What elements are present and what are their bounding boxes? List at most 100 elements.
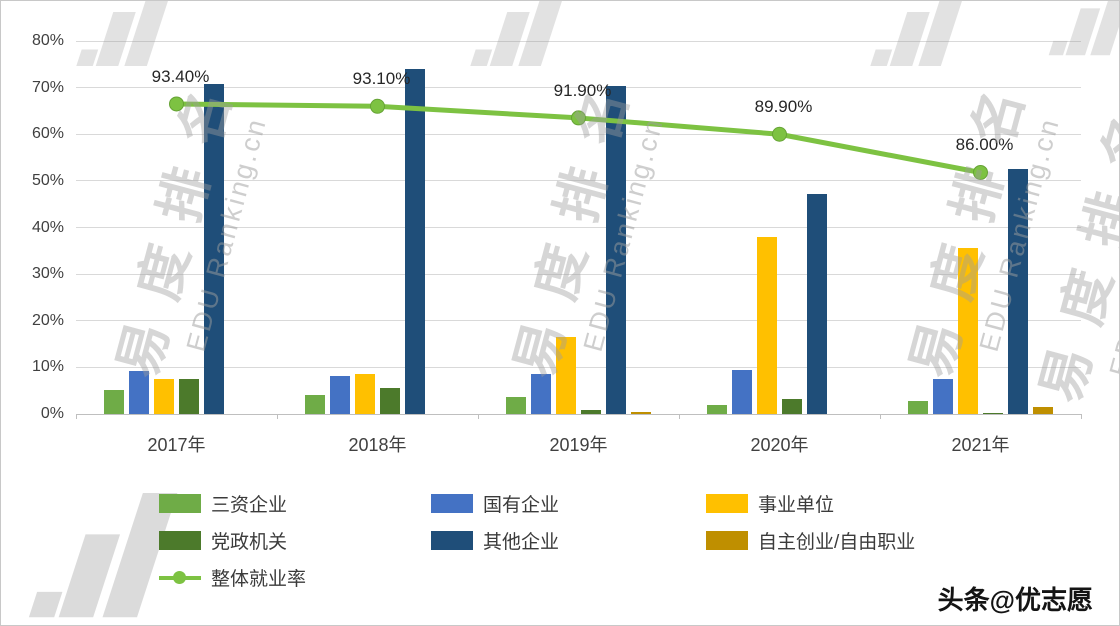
- legend-label: 事业单位: [758, 494, 835, 516]
- x-category-label: 2018年: [348, 435, 407, 455]
- bar-事业单位-2021年: [958, 248, 978, 414]
- legend-item: 自主创业/自由职业: [706, 527, 1036, 554]
- line-data-label: 86.00%: [955, 135, 1014, 155]
- line-marker: [973, 164, 988, 180]
- logo-dot: [76, 49, 99, 66]
- line-marker: [370, 98, 385, 114]
- bar-国有企业-2020年: [732, 370, 752, 414]
- y-tick-label: 40%: [31, 218, 64, 236]
- x-axis-tick: [880, 414, 881, 419]
- bar-其他企业-2021年: [1008, 169, 1028, 414]
- logo-bar-short: [95, 12, 136, 66]
- y-tick-label: 20%: [31, 311, 64, 329]
- legend-row: 整体就业率: [159, 567, 1039, 590]
- bar-党政机关-2017年: [179, 378, 199, 414]
- credit-text: 头条@优志愿: [937, 585, 1093, 615]
- logo-bar-tall: [918, 1, 968, 66]
- gridline: [76, 227, 1081, 228]
- x-axis-tick: [76, 414, 77, 419]
- line-data-label: 93.40%: [151, 66, 210, 86]
- gridline: [76, 273, 1081, 275]
- y-tick-label: 70%: [31, 78, 64, 96]
- bar-自主创业/自由职业-2021年: [1033, 407, 1053, 414]
- gridline: [76, 40, 1081, 42]
- edu-ranking-logo: [76, 1, 174, 66]
- legend-item: 党政机关: [159, 527, 431, 554]
- line-marker: [571, 110, 586, 126]
- line-path: [174, 101, 983, 175]
- logo-dot: [28, 591, 63, 618]
- logo-dot: [470, 49, 493, 66]
- x-axis-tick: [1081, 414, 1082, 419]
- legend-label: 自主创业/自由职业: [758, 531, 916, 553]
- x-axis-tick: [478, 414, 479, 419]
- line-marker: [169, 96, 184, 112]
- legend-item: 三资企业: [159, 490, 431, 517]
- legend-item: 其他企业: [431, 527, 706, 554]
- watermark-en: EDU Ranking.cn: [1103, 139, 1120, 380]
- legend-item: 事业单位: [706, 490, 1036, 517]
- legend-swatch: [706, 530, 748, 550]
- line-data-label: 93.10%: [352, 69, 411, 89]
- x-category-label: 2017年: [147, 435, 206, 455]
- y-tick-label: 60%: [31, 125, 64, 143]
- bar-其他企业-2017年: [204, 83, 224, 414]
- legend-swatch: [706, 493, 748, 513]
- y-tick-label: 50%: [31, 171, 64, 189]
- bar-国有企业-2021年: [933, 378, 953, 414]
- y-tick-label: 0%: [40, 405, 64, 422]
- watermark-en: EDU Ranking.cn: [973, 113, 1066, 355]
- gridline: [76, 320, 1081, 322]
- bar-三资企业-2019年: [506, 397, 526, 414]
- logo-bar-tall: [518, 1, 568, 66]
- line-marker: [772, 126, 787, 142]
- watermark-cn: 易度排名: [900, 58, 1042, 384]
- y-tick-label: 80%: [31, 32, 64, 49]
- legend-swatch: [431, 493, 473, 513]
- bar-事业单位-2020年: [757, 236, 777, 414]
- bar-党政机关-2021年: [983, 412, 1003, 414]
- legend-row: 三资企业 国有企业 事业单位: [159, 493, 1039, 516]
- logo-bar-tall: [124, 1, 174, 66]
- employment-rate-line: [169, 96, 988, 180]
- legend-line-swatch: [159, 568, 201, 587]
- x-axis-tick: [679, 414, 680, 419]
- bar-三资企业-2018年: [305, 394, 325, 414]
- bar-三资企业-2020年: [707, 404, 727, 414]
- edu-ranking-logo: [870, 1, 968, 66]
- legend-swatch: [431, 530, 473, 550]
- x-category-label: 2019年: [549, 435, 608, 455]
- logo-bar-short: [889, 12, 930, 66]
- bar-其他企业-2019年: [606, 85, 626, 414]
- watermark-cn: 易度排名: [107, 58, 249, 384]
- legend-label: 国有企业: [483, 494, 560, 516]
- y-tick-label: 10%: [31, 358, 64, 376]
- legend-swatch: [159, 493, 201, 513]
- y-tick-label: 30%: [31, 265, 64, 283]
- bar-自主创业/自由职业-2019年: [631, 411, 651, 414]
- legend-label: 党政机关: [211, 531, 288, 553]
- line-data-label: 89.90%: [754, 97, 813, 117]
- x-axis-tick: [277, 414, 278, 419]
- x-axis-line: [76, 413, 1081, 415]
- bar-三资企业-2017年: [104, 389, 124, 414]
- x-category-label: 2020年: [750, 435, 809, 455]
- legend-item: 整体就业率: [159, 564, 431, 591]
- watermark-cn: 易度排名: [1030, 83, 1120, 409]
- bar-国有企业-2019年: [531, 373, 551, 414]
- gridline: [76, 87, 1081, 89]
- legend-row: 党政机关 其他企业 自主创业/自由职业: [159, 530, 1039, 553]
- watermark-en: EDU Ranking.cn: [577, 113, 670, 355]
- logo-dot: [1048, 40, 1068, 56]
- gridline: [76, 366, 1081, 368]
- bar-党政机关-2019年: [581, 409, 601, 414]
- legend-label: 三资企业: [211, 494, 288, 516]
- legend-line-marker: [173, 570, 186, 584]
